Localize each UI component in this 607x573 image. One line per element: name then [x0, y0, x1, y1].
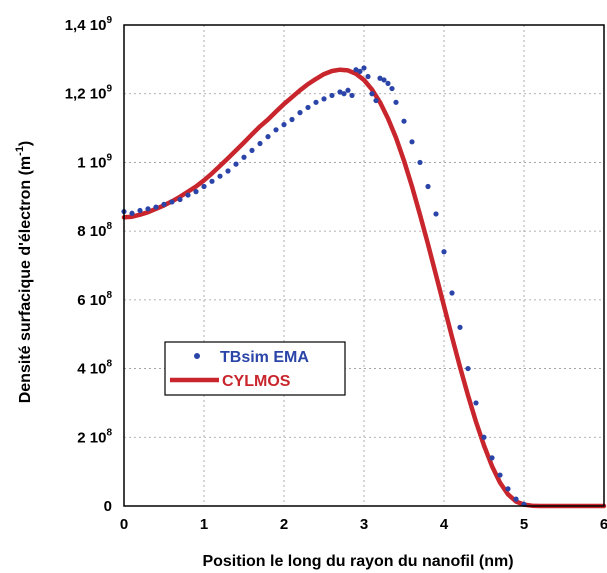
x-tick-label: 5: [520, 516, 528, 533]
data-point-tbsim: [357, 68, 363, 74]
data-point-tbsim: [481, 434, 487, 440]
data-point-tbsim: [465, 365, 471, 372]
data-point-tbsim: [425, 183, 431, 190]
data-point-tbsim: [349, 92, 355, 99]
data-point-tbsim: [457, 324, 463, 330]
y-axis-title-exponent: -1: [14, 146, 26, 156]
data-point-tbsim: [345, 87, 351, 93]
y-tick-label: 1,4 109: [65, 15, 113, 34]
x-tick-label: 0: [120, 516, 128, 533]
data-point-tbsim: [505, 486, 511, 492]
plot-frame: [123, 24, 605, 507]
y-tick-label: 4 108: [77, 359, 112, 378]
y-tick-label: 8 108: [77, 221, 112, 240]
data-point-tbsim: [305, 104, 311, 111]
data-point-tbsim: [145, 206, 151, 212]
y-axis-title-close: ): [17, 141, 34, 146]
data-point-tbsim: [233, 161, 239, 167]
data-point-tbsim: [389, 85, 395, 92]
legend-marker-tbsim: [194, 353, 200, 359]
data-point-tbsim: [249, 147, 255, 154]
data-point-tbsim: [313, 99, 319, 105]
y-tick-label: 0: [104, 498, 112, 515]
data-point-tbsim: [201, 183, 207, 190]
data-point-tbsim: [385, 80, 391, 87]
y-tick-label: 2 108: [77, 427, 112, 446]
data-point-tbsim: [353, 67, 359, 73]
y-axis-title: Densité surfacique d'électron (m-1): [14, 141, 34, 404]
x-axis-title: Position le long du rayon du nanofil (nm…: [202, 553, 513, 570]
data-point-tbsim: [281, 122, 287, 128]
x-tick-label: 6: [600, 516, 607, 533]
y-tick-label: 1 109: [77, 152, 112, 171]
series-layer: [121, 65, 607, 509]
data-point-tbsim: [393, 99, 399, 105]
data-point-tbsim: [513, 496, 519, 502]
legend-label-cylmos: CYLMOS: [222, 373, 291, 390]
data-point-tbsim: [341, 91, 347, 97]
data-point-tbsim: [321, 96, 327, 102]
data-point-tbsim: [373, 97, 379, 104]
y-axis-ticks: 0 2 108 4 108 6 108 8 108 1 109 1,2 109 1,4 109: [65, 15, 113, 515]
data-point-tbsim: [265, 134, 271, 140]
data-point-tbsim: [129, 210, 135, 216]
data-point-tbsim: [441, 249, 447, 255]
x-tick-label: 3: [360, 516, 368, 533]
grid: [124, 25, 604, 506]
data-point-tbsim: [193, 189, 199, 195]
x-axis-ticks: 0 1 2 3 4 5 6: [120, 516, 607, 533]
data-point-tbsim: [337, 89, 343, 95]
data-point-tbsim: [489, 455, 495, 461]
data-point-tbsim: [449, 290, 455, 296]
data-point-tbsim: [473, 400, 479, 406]
y-tick-label: 1,2 109: [65, 84, 113, 103]
y-tick-label: 6 108: [77, 290, 112, 309]
data-point-tbsim: [241, 154, 247, 160]
data-point-tbsim: [185, 192, 191, 198]
data-point-tbsim: [161, 201, 167, 207]
data-point-tbsim: [169, 199, 175, 205]
data-point-tbsim: [433, 211, 439, 217]
data-point-tbsim: [409, 139, 415, 145]
data-point-tbsim: [297, 110, 303, 116]
legend-box: [164, 341, 346, 396]
legend-label-tbsim: TBsim EMA: [220, 349, 309, 366]
data-point-tbsim: [177, 196, 183, 203]
data-point-tbsim: [225, 168, 231, 174]
data-point-tbsim: [329, 92, 335, 99]
data-point-tbsim: [153, 204, 159, 210]
data-point-tbsim: [377, 75, 383, 81]
legend: TBsim EMA CYLMOS: [164, 341, 346, 396]
data-point-tbsim: [401, 118, 407, 124]
data-point-tbsim: [209, 178, 215, 184]
series-line-cylmos: [121, 67, 607, 509]
x-tick-label: 1: [200, 516, 208, 533]
data-point-tbsim: [217, 173, 223, 179]
data-point-tbsim: [497, 472, 503, 478]
data-point-tbsim: [381, 77, 387, 83]
data-point-tbsim: [361, 65, 367, 71]
x-tick-label: 4: [440, 516, 449, 533]
data-point-tbsim: [369, 91, 375, 97]
data-point-tbsim: [137, 207, 143, 214]
data-point-tbsim: [417, 159, 423, 166]
data-point-tbsim: [289, 116, 295, 123]
x-tick-label: 2: [280, 516, 288, 533]
data-point-tbsim: [273, 127, 279, 133]
data-point-tbsim: [365, 73, 371, 80]
y-axis-title-main: Densité surfacique d'électron (m: [17, 156, 34, 403]
data-point-tbsim: [257, 140, 263, 147]
